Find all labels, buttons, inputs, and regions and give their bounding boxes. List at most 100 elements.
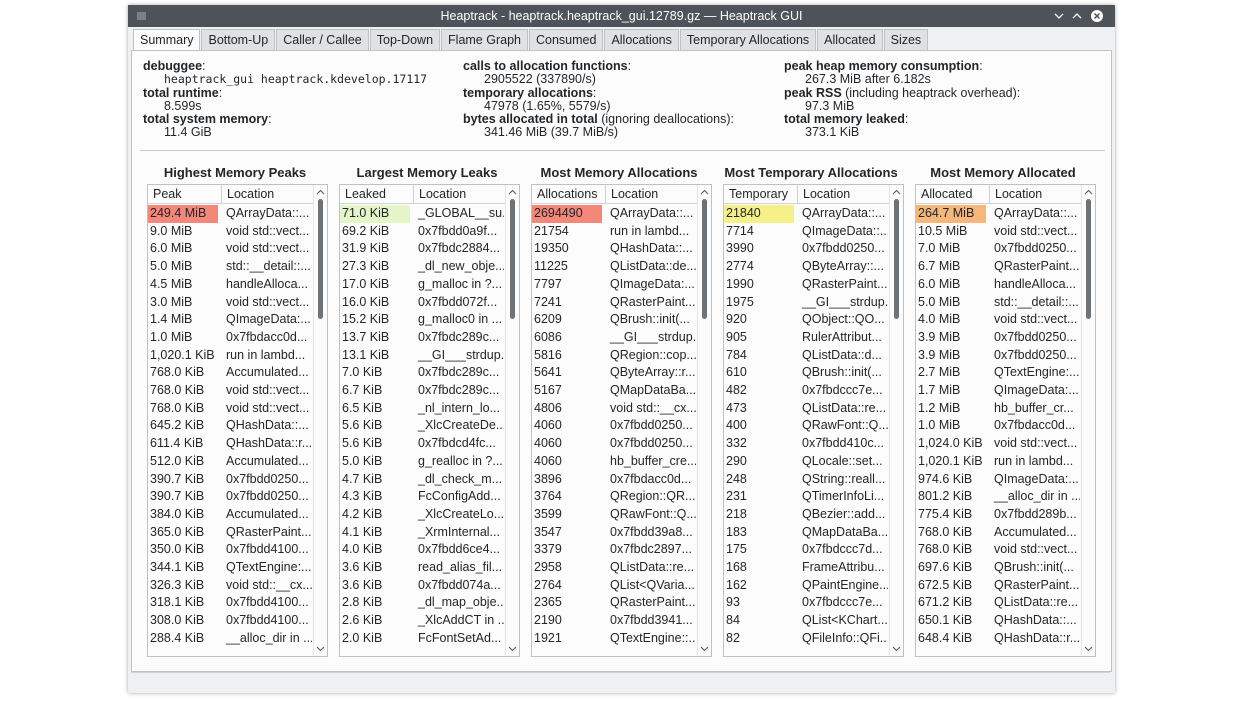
table-cell[interactable]: 6086 bbox=[534, 329, 562, 344]
column-header[interactable]: Leaked bbox=[340, 185, 414, 204]
table-cell[interactable]: 71.0 KiB bbox=[340, 205, 410, 223]
table-cell[interactable]: 482 bbox=[726, 383, 747, 397]
table-cell[interactable]: void std::vect... bbox=[994, 312, 1078, 327]
tab[interactable]: Bottom-Up bbox=[201, 29, 276, 50]
table-cell[interactable]: run in lambd... bbox=[994, 453, 1074, 468]
table-cell[interactable]: void std::__cx... bbox=[610, 400, 696, 415]
table-cell[interactable]: 768.0 KiB bbox=[150, 365, 205, 380]
table-cell[interactable]: Accumulated... bbox=[226, 365, 309, 380]
table-cell[interactable]: handleAlloca... bbox=[994, 276, 1077, 291]
table-cell[interactable]: void std::vect... bbox=[226, 400, 310, 415]
table-cell[interactable]: 318.1 KiB bbox=[150, 595, 205, 610]
table-cell[interactable]: QRasterPaint... bbox=[994, 259, 1080, 274]
table-cell[interactable]: 3.6 KiB bbox=[342, 560, 383, 574]
table-cell[interactable]: QListData::d... bbox=[802, 347, 882, 362]
table-cell[interactable]: QTextEngine:... bbox=[226, 560, 312, 574]
table-cell[interactable]: std::__detail::... bbox=[226, 259, 311, 274]
table-cell[interactable]: 650.1 KiB bbox=[918, 613, 973, 628]
table-cell[interactable]: 4.0 MiB bbox=[918, 312, 961, 327]
tab[interactable]: Allocated bbox=[817, 29, 883, 50]
table-cell[interactable]: 4.2 KiB bbox=[342, 506, 383, 521]
table-cell[interactable]: 0x7fbdd3941... bbox=[610, 613, 693, 628]
table-cell[interactable]: QByteArray::r... bbox=[610, 365, 696, 380]
table-cell[interactable]: 0x7fbdccc7d... bbox=[802, 542, 883, 557]
table-cell[interactable]: QRasterPaint... bbox=[802, 276, 888, 291]
table-cell[interactable]: 905 bbox=[726, 329, 747, 344]
table-cell[interactable]: 2.6 KiB bbox=[342, 613, 383, 628]
table-cell[interactable]: 390.7 KiB bbox=[150, 489, 205, 504]
table-cell[interactable]: void std::__cx... bbox=[226, 577, 312, 592]
table-cell[interactable]: _nl_intern_lo... bbox=[418, 400, 501, 415]
table-cell[interactable]: QTextEngine::... bbox=[610, 630, 696, 645]
table-cell[interactable]: QString::reall... bbox=[802, 471, 886, 486]
table-cell[interactable]: 288.4 KiB bbox=[150, 630, 205, 645]
table-cell[interactable]: Accumulated... bbox=[226, 453, 309, 468]
table-cell[interactable]: 3379 bbox=[534, 542, 562, 557]
table-cell[interactable]: QList<QVaria... bbox=[610, 577, 695, 592]
table-cell[interactable]: __GI___strdup... bbox=[418, 347, 504, 362]
table-cell[interactable]: 0x7fbdd0250... bbox=[994, 241, 1077, 256]
table-cell[interactable]: 5641 bbox=[534, 365, 562, 380]
table-cell[interactable]: 162 bbox=[726, 577, 747, 592]
table-cell[interactable]: 473 bbox=[726, 400, 747, 415]
table-cell[interactable]: 0x7fbdc289c... bbox=[418, 365, 500, 380]
table-cell[interactable]: 0x7fbdd0a9f... bbox=[418, 223, 498, 238]
table-cell[interactable]: 15.2 KiB bbox=[342, 312, 390, 327]
table-cell[interactable]: 93 bbox=[726, 595, 740, 610]
table-cell[interactable]: 4.1 KiB bbox=[342, 524, 383, 539]
table-cell[interactable]: 308.0 KiB bbox=[150, 613, 205, 628]
table-cell[interactable]: 2774 bbox=[726, 259, 754, 274]
table-cell[interactable]: QTimerInfoLi... bbox=[802, 489, 885, 504]
table-cell[interactable]: read_alias_fil... bbox=[418, 560, 503, 574]
table-cell[interactable]: 17.0 KiB bbox=[342, 276, 390, 291]
scrollbar[interactable] bbox=[889, 185, 903, 656]
table-cell[interactable]: 7797 bbox=[534, 276, 562, 291]
column-header[interactable]: Temporary bbox=[724, 185, 798, 204]
table-cell[interactable]: _XlcCreateLo... bbox=[418, 506, 504, 521]
table-cell[interactable]: 610 bbox=[726, 365, 747, 380]
scrollbar[interactable] bbox=[697, 185, 711, 656]
table-cell[interactable]: 0x7fbdc289c... bbox=[418, 383, 500, 397]
table-cell[interactable]: 10.5 MiB bbox=[918, 223, 968, 238]
window-buttons[interactable] bbox=[1049, 5, 1109, 27]
table-cell[interactable]: std::__detail::... bbox=[994, 294, 1079, 309]
table-cell[interactable]: QPaintEngine... bbox=[802, 577, 888, 592]
table-cell[interactable]: QTextEngine:... bbox=[994, 365, 1080, 380]
table-cell[interactable]: 0x7fbdd0250... bbox=[226, 489, 309, 504]
table-cell[interactable]: QRegion::QR... bbox=[610, 489, 696, 504]
column-header[interactable]: Location bbox=[414, 185, 506, 204]
table-cell[interactable]: QArrayData::... bbox=[610, 206, 694, 220]
table-cell[interactable]: g_malloc0 in ... bbox=[418, 312, 503, 327]
table-cell[interactable]: 290 bbox=[726, 453, 747, 468]
column-header[interactable]: Location bbox=[222, 185, 314, 204]
table-cell[interactable]: 0x7fbdd410c... bbox=[802, 436, 885, 451]
table-cell[interactable]: FrameAttribu... bbox=[802, 560, 885, 574]
table-cell[interactable]: Accumulated... bbox=[226, 506, 309, 521]
column-header[interactable]: Location bbox=[606, 185, 698, 204]
table-cell[interactable]: _GLOBAL__su... bbox=[418, 206, 504, 220]
table-cell[interactable]: QHashData::... bbox=[610, 241, 693, 256]
table-cell[interactable]: QImageData:... bbox=[610, 276, 695, 291]
table-cell[interactable]: 69.2 KiB bbox=[342, 223, 390, 238]
table-cell[interactable]: QImageData:... bbox=[994, 383, 1079, 397]
table-cell[interactable]: g_realloc in ?... bbox=[418, 453, 503, 468]
table-cell[interactable]: 82 bbox=[726, 630, 740, 645]
table-cell[interactable]: run in lambd... bbox=[226, 347, 306, 362]
table-cell[interactable]: 332 bbox=[726, 436, 747, 451]
table-cell[interactable]: _dl_new_obje... bbox=[418, 259, 504, 274]
table-cell[interactable]: 7714 bbox=[726, 223, 754, 238]
table-cell[interactable]: QBezier::add... bbox=[802, 506, 886, 521]
table-cell[interactable]: hb_buffer_cre... bbox=[610, 453, 696, 468]
table-cell[interactable]: 4.0 KiB bbox=[342, 542, 383, 557]
table-cell[interactable]: 3.9 MiB bbox=[918, 347, 961, 362]
table-cell[interactable]: void std::vect... bbox=[226, 223, 310, 238]
table-cell[interactable]: 0x7fbdc2884... bbox=[418, 241, 501, 256]
table-cell[interactable]: 0x7fbdd074a... bbox=[418, 577, 501, 592]
table-cell[interactable]: 7.0 MiB bbox=[918, 241, 961, 256]
column-header[interactable]: Peak bbox=[148, 185, 222, 204]
table-cell[interactable]: 11225 bbox=[534, 259, 568, 274]
table-cell[interactable]: void std::vect... bbox=[994, 542, 1078, 557]
table-cell[interactable]: 2.8 KiB bbox=[342, 595, 383, 610]
table-cell[interactable]: 1.0 MiB bbox=[150, 329, 193, 344]
table-cell[interactable]: QImageData:... bbox=[994, 471, 1079, 486]
